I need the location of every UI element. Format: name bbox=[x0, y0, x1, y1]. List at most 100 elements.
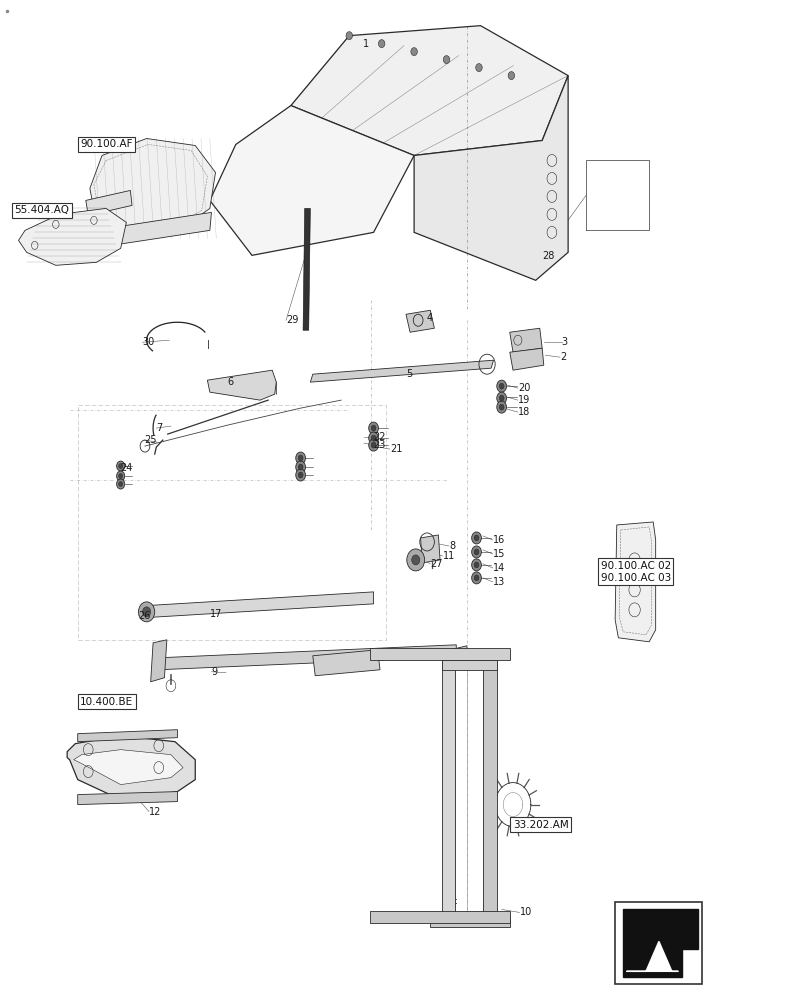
Circle shape bbox=[368, 439, 378, 451]
Circle shape bbox=[139, 602, 155, 622]
Circle shape bbox=[143, 607, 151, 617]
Text: 25: 25 bbox=[144, 435, 157, 445]
Text: 17: 17 bbox=[209, 609, 222, 619]
Circle shape bbox=[371, 442, 375, 448]
Polygon shape bbox=[207, 370, 276, 400]
Circle shape bbox=[471, 546, 481, 558]
Polygon shape bbox=[430, 917, 509, 927]
Text: 90.100.AC 02
90.100.AC 03: 90.100.AC 02 90.100.AC 03 bbox=[600, 561, 670, 583]
Circle shape bbox=[378, 40, 384, 48]
Circle shape bbox=[117, 471, 125, 481]
Circle shape bbox=[368, 422, 378, 434]
Polygon shape bbox=[308, 140, 333, 174]
Text: 7: 7 bbox=[157, 423, 162, 433]
Polygon shape bbox=[626, 941, 677, 971]
Circle shape bbox=[443, 56, 449, 64]
Circle shape bbox=[496, 392, 506, 404]
Circle shape bbox=[371, 425, 375, 431]
Polygon shape bbox=[450, 646, 469, 668]
Text: 28: 28 bbox=[542, 251, 554, 261]
Text: 8: 8 bbox=[448, 541, 454, 551]
Circle shape bbox=[475, 64, 482, 72]
Polygon shape bbox=[357, 162, 381, 196]
Circle shape bbox=[474, 562, 478, 568]
Circle shape bbox=[117, 461, 125, 471]
Text: 20: 20 bbox=[517, 383, 530, 393]
Polygon shape bbox=[78, 730, 177, 742]
Circle shape bbox=[298, 455, 303, 461]
Text: 90.100.AF: 90.100.AF bbox=[80, 139, 132, 149]
Text: 19: 19 bbox=[517, 395, 530, 405]
Circle shape bbox=[371, 435, 375, 441]
Polygon shape bbox=[159, 645, 456, 670]
Polygon shape bbox=[92, 212, 211, 248]
Circle shape bbox=[474, 549, 478, 555]
Polygon shape bbox=[19, 208, 127, 265]
Polygon shape bbox=[86, 190, 132, 215]
Circle shape bbox=[499, 395, 504, 401]
Polygon shape bbox=[369, 911, 509, 923]
Circle shape bbox=[471, 572, 481, 584]
Text: 3: 3 bbox=[561, 337, 567, 347]
Text: 6: 6 bbox=[227, 377, 234, 387]
Polygon shape bbox=[369, 648, 509, 660]
Polygon shape bbox=[312, 650, 380, 676]
Circle shape bbox=[474, 575, 478, 581]
Text: 13: 13 bbox=[492, 577, 504, 587]
Polygon shape bbox=[310, 360, 493, 382]
Text: 5: 5 bbox=[406, 369, 412, 379]
Polygon shape bbox=[615, 522, 654, 642]
Circle shape bbox=[499, 404, 504, 410]
Circle shape bbox=[298, 472, 303, 478]
Circle shape bbox=[295, 461, 305, 473]
Text: 11: 11 bbox=[442, 551, 454, 561]
Polygon shape bbox=[209, 106, 414, 255]
Polygon shape bbox=[290, 26, 568, 155]
Polygon shape bbox=[509, 328, 542, 352]
Polygon shape bbox=[442, 660, 496, 670]
Circle shape bbox=[411, 555, 419, 565]
Text: 4: 4 bbox=[426, 313, 432, 323]
Polygon shape bbox=[420, 535, 440, 563]
Text: 18: 18 bbox=[517, 407, 530, 417]
Polygon shape bbox=[151, 640, 167, 682]
Text: 55.404.AQ: 55.404.AQ bbox=[15, 205, 70, 215]
Text: 9: 9 bbox=[211, 667, 217, 677]
Text: 33.202.AM: 33.202.AM bbox=[513, 820, 568, 830]
Circle shape bbox=[117, 479, 125, 489]
Text: 10: 10 bbox=[519, 907, 531, 917]
Polygon shape bbox=[78, 792, 177, 805]
Text: 26: 26 bbox=[139, 611, 151, 621]
Circle shape bbox=[118, 474, 122, 479]
Circle shape bbox=[118, 464, 122, 469]
Text: 21: 21 bbox=[389, 444, 401, 454]
Bar bbox=[615, 902, 701, 984]
Circle shape bbox=[496, 380, 506, 392]
Text: 10.400.BE: 10.400.BE bbox=[80, 697, 133, 707]
Polygon shape bbox=[623, 909, 697, 977]
Circle shape bbox=[298, 464, 303, 470]
Text: 29: 29 bbox=[285, 315, 298, 325]
Polygon shape bbox=[414, 76, 568, 280]
Polygon shape bbox=[483, 660, 496, 923]
Text: 1: 1 bbox=[363, 39, 369, 49]
Polygon shape bbox=[406, 310, 434, 332]
Text: 16: 16 bbox=[492, 535, 504, 545]
Circle shape bbox=[410, 48, 417, 56]
Text: 30: 30 bbox=[143, 337, 155, 347]
Text: 27: 27 bbox=[430, 559, 442, 569]
Circle shape bbox=[508, 72, 514, 80]
Circle shape bbox=[471, 559, 481, 571]
Polygon shape bbox=[509, 348, 543, 370]
Circle shape bbox=[295, 469, 305, 481]
Circle shape bbox=[406, 549, 424, 571]
Polygon shape bbox=[303, 208, 310, 330]
Circle shape bbox=[118, 482, 122, 487]
Polygon shape bbox=[74, 750, 182, 785]
Text: 23: 23 bbox=[373, 440, 385, 450]
Circle shape bbox=[345, 32, 352, 40]
Text: 2: 2 bbox=[560, 352, 565, 362]
Text: 22: 22 bbox=[373, 432, 385, 442]
Text: 15: 15 bbox=[492, 549, 504, 559]
Polygon shape bbox=[442, 660, 454, 923]
